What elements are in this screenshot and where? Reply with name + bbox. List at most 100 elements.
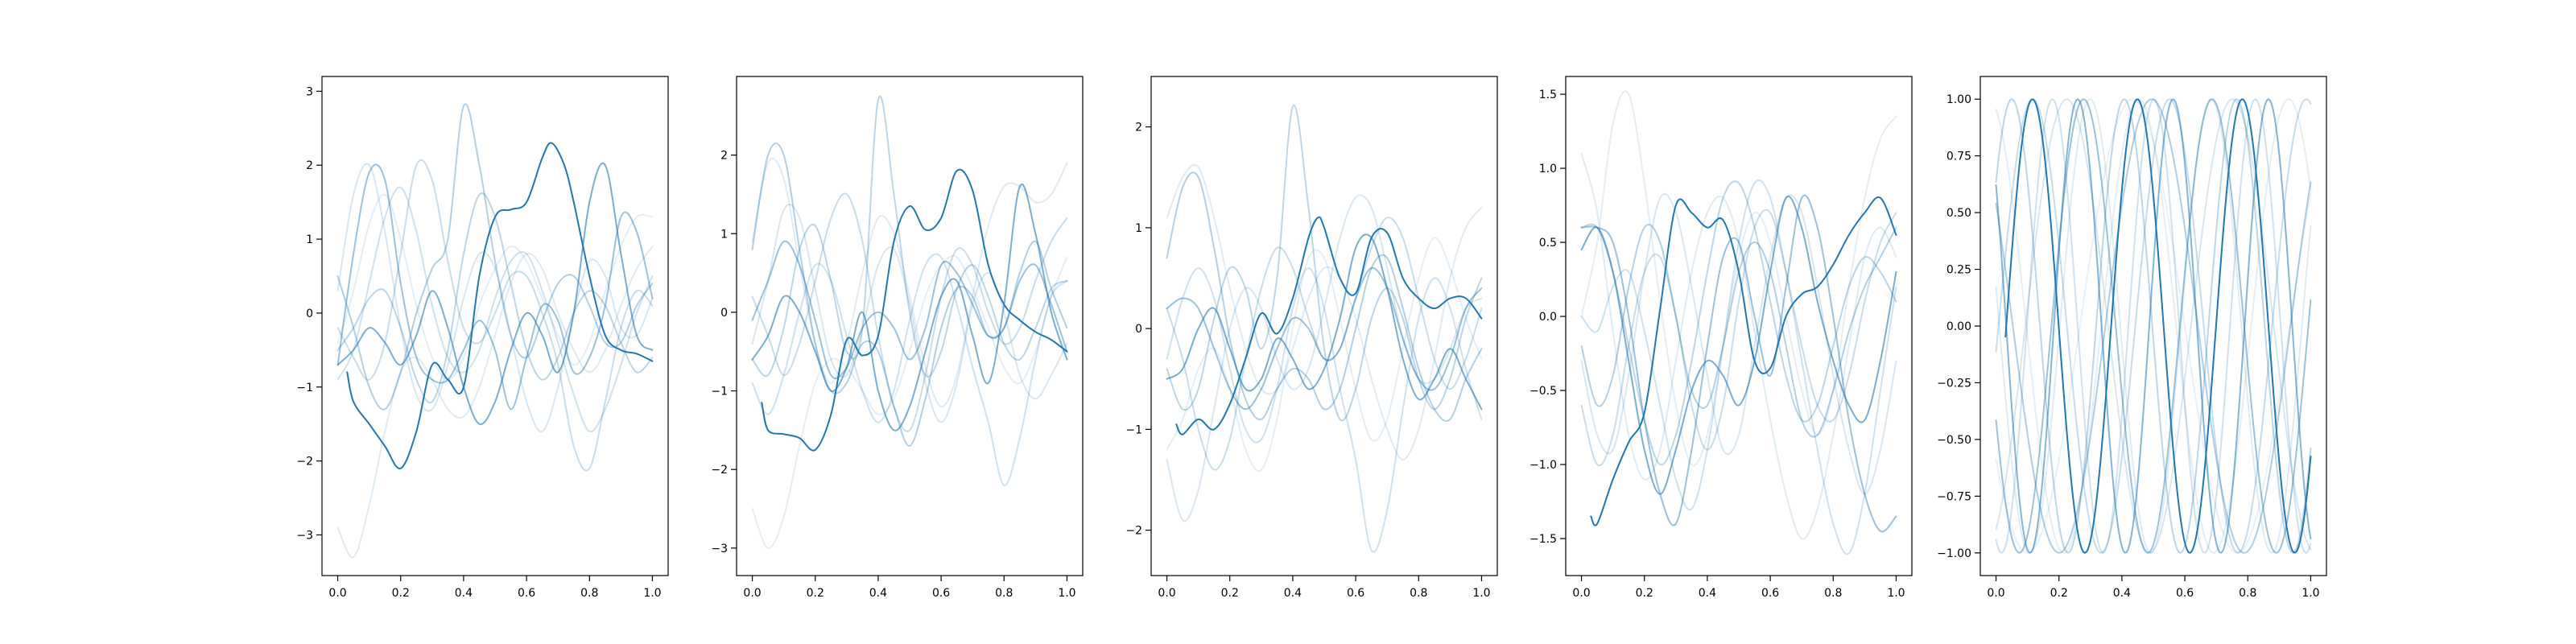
series-line-1 <box>1580 90 1897 467</box>
subplot-5: 0.0 0.2 0.4 0.6 0.8 1.0 −1.00 −0.75 −0.50 −0.25 0.… <box>1937 76 2327 600</box>
series-line-8 <box>1166 266 1483 411</box>
series-line-10 <box>1590 196 1897 526</box>
x-tick-label: 0.6 <box>2176 587 2194 600</box>
x-tick-label: 0.0 <box>1987 587 2004 600</box>
series-line-4 <box>1580 179 1897 555</box>
series-line-9 <box>1166 233 1483 411</box>
subplot-3: 0.0 0.2 0.4 0.6 0.8 1.0 −2 −1 0 1 2 <box>1125 76 1498 600</box>
sine-line-11 <box>2004 98 2312 554</box>
sine-line-5 <box>1995 98 2312 554</box>
y-tick-label: −0.75 <box>1937 490 1971 503</box>
x-tick-label: 0.6 <box>1761 587 1779 600</box>
sine-line-6 <box>1995 98 2312 554</box>
axes-frame <box>1565 76 1913 576</box>
series-line-4 <box>1166 266 1483 553</box>
y-tick-label: −1.00 <box>1937 547 1971 560</box>
x-tick-label: 1.0 <box>1887 587 1905 600</box>
series-line-3 <box>1580 192 1897 495</box>
x-tick-label: 0.4 <box>1284 587 1302 600</box>
sine-line-9 <box>1995 98 2312 554</box>
y-tick-label: 0.50 <box>1946 207 1971 220</box>
y-tick-label: −1 <box>296 382 313 394</box>
axes-frame <box>1150 76 1498 576</box>
y-tick-label: 0.00 <box>1946 320 1971 333</box>
x-tick-label: 0.2 <box>1636 587 1653 600</box>
axes-frame <box>321 76 669 576</box>
x-tick-label: 0.8 <box>995 587 1013 600</box>
series-line-7 <box>1166 171 1483 422</box>
series-line-10 <box>346 142 654 469</box>
x-tick-label: 0.4 <box>1699 587 1716 600</box>
series-line-6 <box>1166 104 1483 422</box>
x-tick-label: 0.0 <box>328 587 346 600</box>
axes-frame <box>736 76 1084 576</box>
x-tick-label: 0.0 <box>1572 587 1590 600</box>
y-tick-label: 0 <box>306 308 313 320</box>
sine-line-10 <box>1995 98 2312 554</box>
y-tick-label: 0.0 <box>1539 311 1557 324</box>
subplot-4: 0.0 0.2 0.4 0.6 0.8 1.0 −1.5 −1.0 −0.5 0.0 0.5 1.0 1… <box>1530 76 1913 600</box>
y-tick-label: 0.75 <box>1946 151 1971 163</box>
subplot-2: 0.0 0.2 0.4 0.6 0.8 1.0 −3 −2 −1 0 1 2 <box>711 76 1084 600</box>
series-line-6 <box>1580 180 1897 466</box>
y-tick-label: 1 <box>1135 222 1142 235</box>
subplot-1: 0.0 0.2 0.4 0.6 0.8 1.0 −3 −2 −1 0 1 2 3 <box>296 76 669 600</box>
series-line-7 <box>336 103 654 411</box>
y-tick-label: 1.0 <box>1539 163 1557 175</box>
series-line-9 <box>1580 195 1897 495</box>
sine-line-1 <box>1995 98 2312 554</box>
series-line-9 <box>336 162 654 426</box>
series-line-3 <box>751 204 1068 423</box>
series-line-2 <box>751 157 1068 408</box>
series-line-8 <box>1580 194 1897 533</box>
series-line-8 <box>751 240 1068 379</box>
x-tick-label: 0.2 <box>2050 587 2068 600</box>
y-tick-label: 1.00 <box>1946 93 1971 106</box>
plot-area <box>751 95 1068 549</box>
series-line-5 <box>751 192 1068 432</box>
y-tick-label: 2 <box>1135 122 1142 134</box>
series-line-2 <box>336 246 654 559</box>
sine-line-2 <box>1995 98 2312 554</box>
y-tick-label: 0 <box>720 307 728 320</box>
series-line-1 <box>1166 237 1483 472</box>
series-line-5 <box>1580 208 1897 467</box>
x-tick-label: 0.6 <box>932 587 950 600</box>
x-tick-label: 0.8 <box>1824 587 1842 600</box>
y-tick-label: −1.5 <box>1530 533 1557 546</box>
x-tick-label: 1.0 <box>2301 587 2319 600</box>
series-line-1 <box>751 254 1068 549</box>
y-tick-label: 0.5 <box>1539 237 1557 250</box>
y-tick-label: −3 <box>296 529 313 542</box>
y-tick-label: −0.5 <box>1530 385 1557 398</box>
x-tick-label: 0.8 <box>580 587 598 600</box>
series-line-3 <box>336 163 654 433</box>
x-tick-label: 0.6 <box>518 587 535 600</box>
plot-area <box>1580 90 1897 555</box>
x-tick-label: 1.0 <box>643 587 661 600</box>
plot-area <box>1166 104 1483 553</box>
x-tick-label: 0.2 <box>1221 587 1239 600</box>
y-tick-label: −1 <box>1125 423 1142 436</box>
series-line-6 <box>751 95 1068 378</box>
y-tick-label: 0.25 <box>1946 264 1971 277</box>
x-tick-label: 1.0 <box>1472 587 1490 600</box>
series-line-3 <box>1166 194 1483 522</box>
series-line-5 <box>1166 217 1483 471</box>
series-line-4 <box>336 186 654 433</box>
sine-line-8 <box>1995 98 2312 554</box>
series-line-9 <box>751 184 1068 431</box>
series-line-8 <box>336 163 654 411</box>
y-tick-label: −1 <box>711 386 728 398</box>
x-tick-label: 0.8 <box>1410 587 1427 600</box>
x-tick-label: 0.0 <box>743 587 761 600</box>
x-tick-label: 0.2 <box>807 587 824 600</box>
y-tick-label: 1 <box>720 228 728 241</box>
sine-line-3 <box>1995 98 2312 554</box>
y-tick-label: −2 <box>296 456 313 469</box>
x-tick-label: 0.6 <box>1347 587 1364 600</box>
y-tick-label: −2 <box>1125 525 1142 538</box>
series-line-5 <box>336 159 654 472</box>
series-line-10 <box>761 168 1068 452</box>
x-tick-label: 0.8 <box>2239 587 2256 600</box>
